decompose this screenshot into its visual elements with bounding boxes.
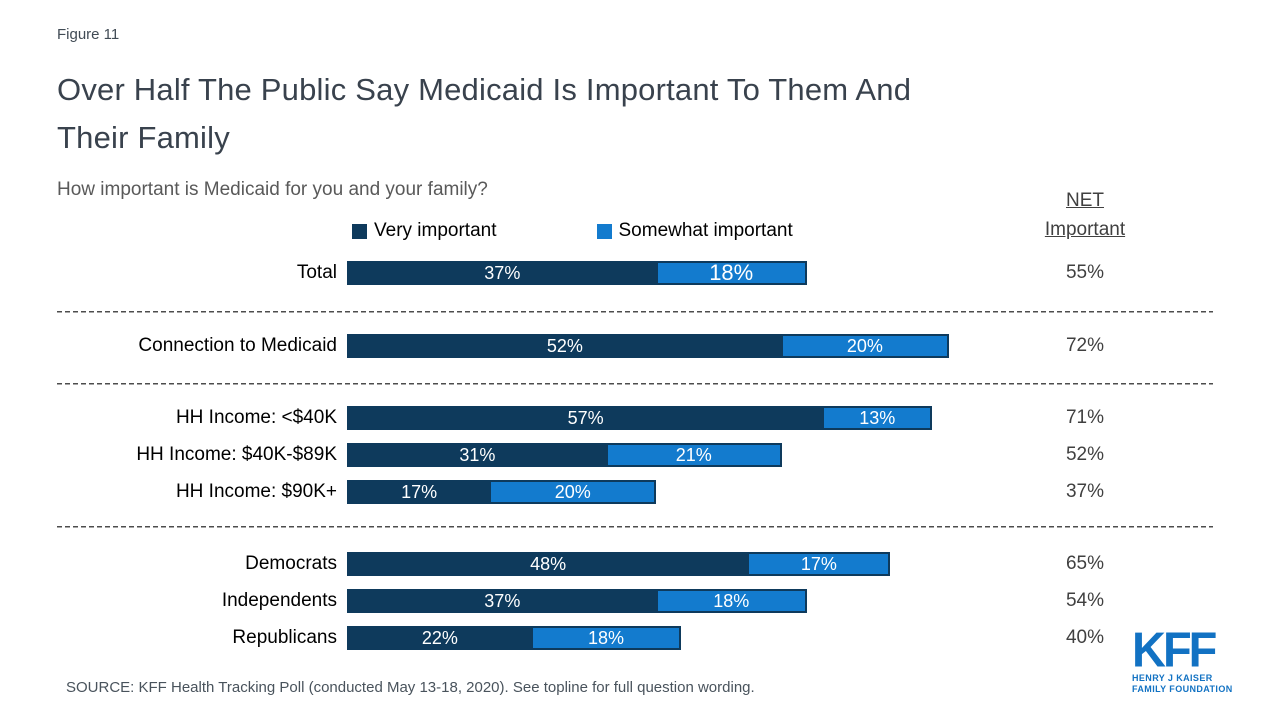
bar-segment-very-important: 57% xyxy=(349,408,823,428)
dashed-separator xyxy=(57,311,1213,313)
kff-logo-subtitle-line2: FAMILY FOUNDATION xyxy=(1132,684,1233,694)
bar-segment-somewhat-important: 17% xyxy=(747,553,889,574)
dashed-separator xyxy=(57,526,1213,528)
chart-subtitle: How important is Medicaid for you and yo… xyxy=(57,179,488,200)
legend: Very important Somewhat important xyxy=(352,220,793,242)
legend-item-somewhat-important: Somewhat important xyxy=(596,220,793,242)
bar-segment-very-important: 22% xyxy=(349,627,531,648)
bar-segment-very-important: 48% xyxy=(349,553,748,574)
net-important-value: 55% xyxy=(1065,261,1105,283)
bar-segment-very-important: 52% xyxy=(349,335,781,356)
stacked-bar: 52% 20% xyxy=(347,333,949,358)
net-important-value: 54% xyxy=(1065,589,1105,611)
chart-row: Independents 37% 18% 54% xyxy=(0,582,1280,619)
bar-segment-very-important: 31% xyxy=(349,445,606,465)
dashed-separator xyxy=(57,383,1213,385)
bar-segment-somewhat-important: 13% xyxy=(822,408,931,428)
bar-segment-somewhat-important: 18% xyxy=(655,261,805,283)
chart-row: HH Income: $40K-$89K 31% 21% 52% xyxy=(0,437,1280,474)
chart-row: Connection to Medicaid 52% 20% 72% xyxy=(0,327,1280,364)
bar-segment-very-important: 37% xyxy=(349,590,656,611)
net-important-value: 37% xyxy=(1065,481,1105,502)
net-important-value: 40% xyxy=(1065,626,1105,648)
row-label: Total xyxy=(296,261,337,283)
bar-segment-somewhat-important: 18% xyxy=(655,590,805,611)
somewhat-important-swatch-icon xyxy=(596,223,612,239)
chart-title: Over Half The Public Say Medicaid Is Imp… xyxy=(57,66,911,162)
legend-label-somewhat-important: Somewhat important xyxy=(618,220,793,241)
bar-segment-somewhat-important: 21% xyxy=(605,445,780,465)
row-label: HH Income: $90K+ xyxy=(175,481,337,502)
stacked-bar: 57% 13% xyxy=(347,406,933,430)
figure-number: Figure 11 xyxy=(57,26,120,43)
bar-segment-very-important: 17% xyxy=(349,482,490,502)
stacked-bar: 31% 21% xyxy=(347,443,782,467)
chart-row-group: Democrats 48% 17% 65% Independents 37% 18% 54% R… xyxy=(0,545,1280,656)
row-label: HH Income: <$40K xyxy=(175,407,337,428)
bar-segment-somewhat-important: 20% xyxy=(489,482,655,502)
net-important-value: 71% xyxy=(1065,407,1105,428)
very-important-swatch-icon xyxy=(352,223,367,239)
net-header-line2: Important xyxy=(1044,219,1126,240)
row-label: Independents xyxy=(221,589,337,611)
kff-logo: KFF HENRY J KAISER FAMILY FOUNDATION xyxy=(1132,621,1250,695)
net-important-value: 72% xyxy=(1065,334,1105,356)
net-header-line1: NET xyxy=(1066,190,1104,211)
stacked-bar: 17% 20% xyxy=(347,480,657,504)
row-label: Republicans xyxy=(232,626,337,648)
chart-title-line2: Their Family xyxy=(57,120,230,155)
stacked-bar: 37% 18% xyxy=(347,260,807,285)
chart-row: Total 37% 18% 55% xyxy=(0,254,1280,291)
chart-row: HH Income: $90K+ 17% 20% 37% xyxy=(0,474,1280,511)
chart-row-group: Connection to Medicaid 52% 20% 72% xyxy=(0,327,1280,364)
chart-row-group: Total 37% 18% 55% xyxy=(0,254,1280,291)
kff-logo-text: KFF xyxy=(1132,621,1217,677)
chart-row: HH Income: <$40K 57% 13% 71% xyxy=(0,400,1280,437)
row-label: HH Income: $40K-$89K xyxy=(136,444,337,465)
kff-logo-subtitle: HENRY J KAISER FAMILY FOUNDATION xyxy=(1132,673,1250,695)
net-important-value: 52% xyxy=(1065,444,1105,465)
kff-logo-subtitle-line1: HENRY J KAISER xyxy=(1132,673,1213,683)
chart-row-group: HH Income: <$40K 57% 13% 71% HH Income: $40K… xyxy=(0,400,1280,511)
legend-item-very-important: Very important xyxy=(352,220,497,242)
net-important-column-header: NET Important xyxy=(1030,186,1140,244)
legend-label-very-important: Very important xyxy=(374,220,497,241)
net-important-value: 65% xyxy=(1065,552,1105,574)
chart-row: Democrats 48% 17% 65% xyxy=(0,545,1280,582)
row-label: Democrats xyxy=(245,552,337,574)
chart-row: Republicans 22% 18% 40% xyxy=(0,619,1280,656)
bar-segment-somewhat-important: 18% xyxy=(530,627,680,648)
bar-segment-very-important: 37% xyxy=(349,262,656,283)
stacked-bar: 22% 18% xyxy=(347,625,682,650)
source-note: SOURCE: KFF Health Tracking Poll (conduc… xyxy=(66,679,755,696)
stacked-bar: 37% 18% xyxy=(347,588,807,613)
chart-title-line1: Over Half The Public Say Medicaid Is Imp… xyxy=(57,72,912,107)
stacked-bar: 48% 17% xyxy=(347,551,891,576)
bar-segment-somewhat-important: 20% xyxy=(780,335,947,356)
row-label: Connection to Medicaid xyxy=(138,334,337,356)
